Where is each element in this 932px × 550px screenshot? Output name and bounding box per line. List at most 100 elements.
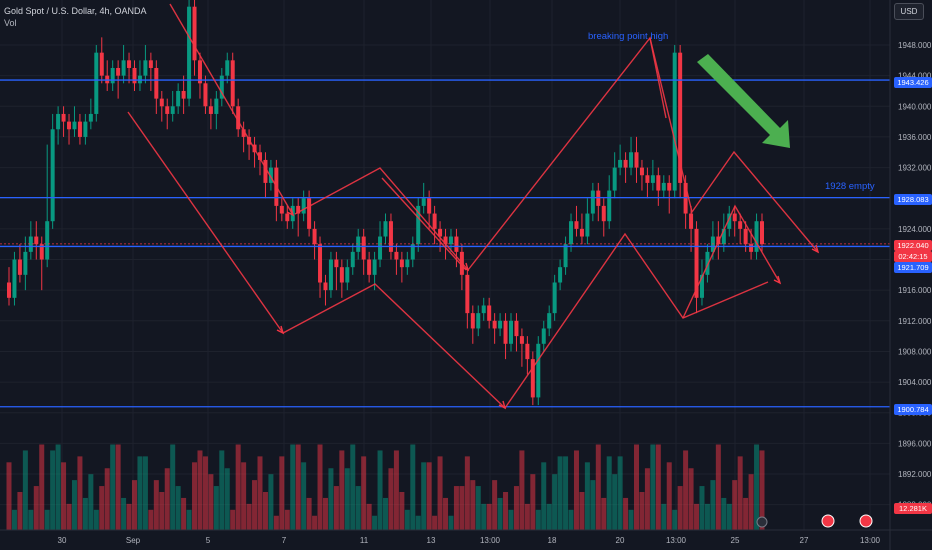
price-tag-last: 1922.040: [894, 240, 932, 251]
volume-bar: [513, 486, 519, 530]
candle-body: [727, 213, 732, 229]
flag-icon: [821, 514, 835, 528]
volume-bar: [202, 456, 208, 530]
volume-bar: [137, 456, 143, 530]
volume-bar: [595, 444, 601, 530]
volume-bar: [77, 456, 83, 530]
candle-body: [99, 52, 104, 76]
candle-body: [356, 236, 361, 252]
candle-body: [699, 274, 704, 298]
candle-body: [345, 267, 350, 283]
volume-bar: [503, 492, 509, 530]
volume-bar: [628, 509, 634, 530]
candle-body: [67, 121, 72, 130]
trend-line: [381, 177, 467, 271]
candle-body: [525, 343, 530, 360]
volume-tag: 12.281K: [894, 503, 932, 514]
candle-body: [388, 221, 393, 252]
candle-body: [143, 60, 148, 76]
annotation-breaking-point: breaking point high: [588, 31, 669, 42]
volume-bar: [33, 486, 39, 530]
candle-body: [328, 259, 333, 291]
candle-body: [498, 320, 503, 329]
candle-body: [492, 320, 497, 329]
volume-bar: [361, 456, 367, 530]
y-tick-label: 1916.000: [898, 286, 932, 295]
candle-body: [339, 267, 344, 283]
x-tick-label: 13: [427, 536, 436, 545]
currency-button[interactable]: USD: [894, 3, 924, 20]
volume-bar: [295, 444, 301, 530]
candle-body: [268, 167, 273, 183]
volume-bar: [737, 456, 743, 530]
volume-bar: [290, 444, 296, 530]
volume-bar: [393, 450, 399, 530]
candle-body: [28, 236, 33, 252]
volume-bar: [208, 474, 214, 530]
volume-bar: [688, 468, 694, 530]
symbol-title: Gold Spot / U.S. Dollar, 4h, OANDA: [4, 6, 147, 16]
price-tag-countdown: 02:42:15: [894, 251, 932, 262]
volume-bar: [683, 450, 689, 530]
candle-body: [187, 6, 192, 99]
volume-bar: [623, 497, 629, 530]
candle-body: [12, 259, 17, 298]
volume-bar: [677, 486, 683, 530]
trend-drawings: [127, 3, 873, 528]
candle-body: [318, 244, 323, 283]
candle-body: [258, 152, 262, 160]
chart-header: Gold Spot / U.S. Dollar, 4h, OANDA Vol: [4, 5, 147, 29]
candle-body: [443, 236, 448, 245]
volume-bar: [284, 509, 290, 530]
candle-body: [296, 205, 301, 214]
candle-body: [694, 228, 699, 298]
candle-body: [661, 182, 666, 191]
candle-body: [219, 75, 224, 99]
volume-bar: [563, 456, 569, 530]
volume-bar: [121, 497, 127, 530]
candle-body: [634, 152, 639, 168]
candle-body: [383, 221, 388, 237]
volume-bar: [328, 468, 334, 530]
volume-bar: [148, 509, 154, 530]
candle-body: [760, 221, 764, 245]
volume-bar: [50, 450, 56, 530]
candle-body: [547, 313, 552, 329]
x-tick-label: 18: [548, 536, 557, 545]
candle-body: [754, 221, 759, 252]
candle-body: [230, 60, 235, 107]
x-tick-label: 11: [360, 536, 369, 545]
volume-bar: [224, 468, 230, 530]
candle-body: [541, 328, 546, 344]
volume-bar: [453, 486, 459, 530]
candle-body: [148, 60, 153, 68]
candle-body: [399, 259, 404, 268]
candle-body: [438, 228, 443, 237]
volume-bar: [508, 509, 514, 530]
time-axis: 30 Sep 5 7 11 13 13:00 18 20 13:00 25 27 13:00: [58, 536, 881, 545]
y-tick-label: 1908.000: [898, 347, 932, 356]
y-tick-label: 1904.000: [898, 378, 932, 387]
volume-bar: [486, 503, 492, 530]
candle-body: [110, 67, 115, 84]
candle-body: [34, 236, 39, 245]
candle-body: [410, 244, 415, 260]
candle-body: [416, 205, 421, 245]
volume-bar: [573, 450, 579, 530]
x-tick-label: 13:00: [480, 536, 501, 545]
candle-body: [203, 83, 208, 107]
candle-body: [618, 159, 623, 168]
candle-body: [519, 336, 524, 344]
lightning-icon: [756, 516, 768, 528]
trend-line: [682, 204, 781, 319]
candle-body: [214, 98, 219, 114]
candle-body: [585, 213, 590, 237]
candle-body: [623, 159, 628, 168]
volume-bar: [17, 492, 23, 530]
volume-bar: [388, 468, 394, 530]
candle-body: [50, 129, 55, 222]
candle-body: [579, 228, 584, 237]
volume-bar: [541, 462, 547, 530]
volume-bar: [710, 480, 716, 530]
